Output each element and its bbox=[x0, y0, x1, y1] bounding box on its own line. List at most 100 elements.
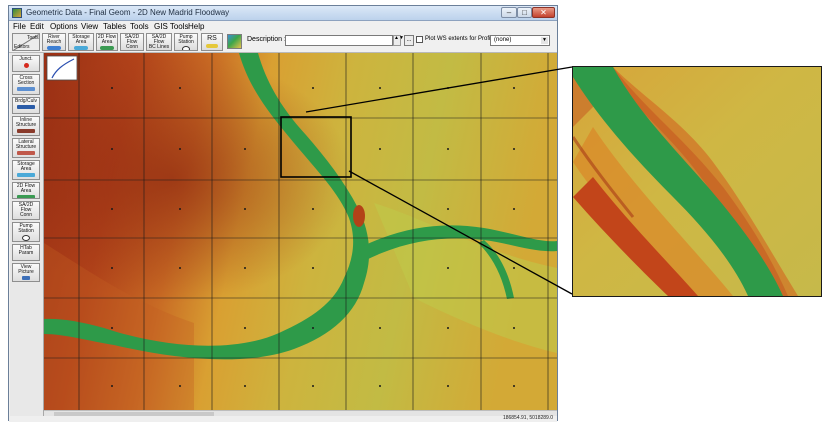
cursor-coordinates: 186854.91, 5018289.0 bbox=[502, 415, 553, 421]
2d-flow-area-side-icon bbox=[17, 195, 35, 198]
bridge-culvert-icon bbox=[17, 105, 35, 109]
zoomed-terrain bbox=[573, 67, 821, 296]
zoomed-bank-right bbox=[603, 67, 798, 296]
window-title: Geometric Data - Final Geom - 2D New Mad… bbox=[26, 8, 230, 17]
htab-param-label: HTab Param bbox=[18, 245, 34, 256]
view-picture-icon bbox=[22, 276, 30, 280]
menu-tools[interactable]: Tools bbox=[130, 22, 149, 31]
storage-area-icon bbox=[74, 46, 88, 50]
sa-2d-connection-side-icon bbox=[17, 219, 35, 220]
sa-2d-connection-side-label: SA/2D Flow Conn bbox=[18, 202, 34, 218]
2d-flow-area-button[interactable]: 2D Flow Area bbox=[96, 33, 118, 51]
menu-view[interactable]: View bbox=[81, 22, 99, 31]
storage-area-side-button[interactable]: Storage Area bbox=[12, 160, 40, 180]
overview-river-line bbox=[51, 58, 75, 79]
junction-button[interactable]: Junct. bbox=[12, 55, 40, 72]
scrollbar-thumb[interactable] bbox=[54, 412, 214, 416]
menu-file[interactable]: File bbox=[13, 22, 26, 31]
storage-area-button[interactable]: Storage Area bbox=[68, 33, 94, 51]
sa-2d-connection-button[interactable]: SA/2D Flow Conn bbox=[120, 33, 144, 51]
storage-area-label: Storage Area bbox=[72, 34, 90, 45]
minimize-button[interactable]: – bbox=[501, 7, 517, 18]
description-input[interactable] bbox=[285, 35, 393, 46]
river-reach-button[interactable]: River Reach bbox=[42, 33, 66, 51]
sa-2d-connection-side-button[interactable]: SA/2D Flow Conn bbox=[12, 201, 40, 220]
inline-structure-icon bbox=[17, 129, 35, 133]
menu-edit[interactable]: Edit bbox=[30, 22, 44, 31]
lateral-structure-button[interactable]: Lateral Structure bbox=[12, 138, 40, 158]
status-bar: 186854.91, 5018289.0 bbox=[9, 415, 557, 422]
pump-station-side-icon bbox=[22, 235, 30, 241]
inline-structure-label: Inline Structure bbox=[15, 117, 37, 128]
zoom-extent-box bbox=[280, 116, 352, 178]
horizontal-scrollbar[interactable] bbox=[44, 410, 557, 417]
description-ellipsis-button[interactable]: ... bbox=[404, 35, 414, 46]
lateral-structure-label: Lateral Structure bbox=[15, 139, 37, 150]
terrain-map bbox=[44, 53, 557, 410]
menu-bar: File Edit Options View Tables Tools GIS … bbox=[9, 21, 557, 32]
sa-2d-connection-label: SA/2D Flow Conn bbox=[124, 34, 140, 50]
inline-structure-button[interactable]: Inline Structure bbox=[12, 116, 40, 136]
title-bar[interactable]: Geometric Data - Final Geom - 2D New Mad… bbox=[9, 6, 557, 21]
htab-param-button[interactable]: HTab Param bbox=[12, 244, 40, 261]
profile-select[interactable]: (none) ▼ bbox=[490, 35, 550, 46]
profile-value: (none) bbox=[494, 37, 512, 43]
rs-label: RS bbox=[207, 35, 217, 42]
pump-station-label: Pump Station bbox=[178, 34, 194, 45]
river-reach-icon bbox=[47, 46, 61, 50]
map-layers-icon[interactable] bbox=[227, 34, 242, 49]
hec-ras-app-icon bbox=[12, 8, 22, 18]
chevron-down-icon: ▼ bbox=[541, 37, 548, 44]
pump-station-button[interactable]: Pump Station bbox=[174, 33, 198, 51]
cross-section-label: Cross Section bbox=[17, 75, 35, 86]
editors-tools-selector[interactable]: Tools Editors bbox=[12, 33, 40, 51]
menu-gis-tools[interactable]: GIS Tools bbox=[154, 22, 189, 31]
rs-icon bbox=[206, 44, 218, 48]
menu-help[interactable]: Help bbox=[188, 22, 205, 31]
bc-lines-button[interactable]: SA/2D Flow BC Lines bbox=[146, 33, 172, 51]
zoomed-detail-panel bbox=[572, 66, 822, 297]
geometry-map-canvas[interactable] bbox=[44, 53, 557, 410]
junction-label: Junct. bbox=[19, 56, 33, 62]
zoomed-river-channel bbox=[573, 67, 783, 296]
pump-station-side-button[interactable]: Pump Station bbox=[12, 222, 40, 242]
description-label: Description : bbox=[247, 36, 286, 43]
plot-ws-extents-checkbox[interactable] bbox=[416, 36, 423, 43]
river-reach-label: River Reach bbox=[46, 34, 62, 45]
cross-section-button[interactable]: Cross Section bbox=[12, 74, 40, 95]
close-button[interactable]: ✕ bbox=[532, 7, 555, 18]
lateral-structure-icon bbox=[17, 151, 35, 155]
plot-ws-extents-label: Plot WS extents for Profile: bbox=[425, 36, 497, 42]
tools-label: Tools bbox=[27, 35, 39, 41]
zoomed-levee-line bbox=[573, 136, 635, 218]
zoomed-bank-left-dark bbox=[573, 177, 698, 296]
junction-icon bbox=[23, 63, 29, 68]
menu-options[interactable]: Options bbox=[50, 22, 78, 31]
maximize-button[interactable]: □ bbox=[517, 7, 532, 18]
rs-button[interactable]: RS bbox=[201, 33, 223, 51]
river-island bbox=[353, 205, 365, 227]
editors-label: Editors bbox=[14, 44, 30, 50]
bc-lines-label: SA/2D Flow BC Lines bbox=[148, 34, 170, 50]
geometric-data-window: Geometric Data - Final Geom - 2D New Mad… bbox=[8, 5, 558, 422]
2d-flow-area-side-label: 2D Flow Area bbox=[16, 183, 36, 194]
river-channel bbox=[44, 53, 370, 360]
bridge-culvert-button[interactable]: Brdg/Culv bbox=[12, 97, 40, 114]
view-picture-button[interactable]: View Picture bbox=[12, 263, 40, 282]
2d-flow-area-icon bbox=[100, 46, 114, 50]
2d-flow-area-label: 2D Flow Area bbox=[97, 34, 117, 45]
editor-side-panel: Junct. Cross Section Brdg/Culv Inline St… bbox=[10, 53, 44, 421]
toolbar: Tools Editors River Reach Storage Area 2… bbox=[9, 32, 557, 53]
grid-horizontal-lines bbox=[44, 117, 557, 359]
menu-tables[interactable]: Tables bbox=[103, 22, 127, 31]
lowland-zone bbox=[44, 243, 194, 410]
storage-area-side-label: Storage Area bbox=[17, 161, 35, 172]
bridge-culvert-label: Brdg/Culv bbox=[15, 98, 37, 104]
description-spin-button[interactable]: ▲▼ bbox=[393, 35, 404, 46]
2d-flow-area-side-button[interactable]: 2D Flow Area bbox=[12, 182, 40, 199]
pump-station-side-label: Pump Station bbox=[18, 223, 34, 234]
zoomed-bank-left bbox=[573, 127, 733, 296]
storage-area-side-icon bbox=[17, 173, 35, 177]
pump-station-icon bbox=[182, 46, 190, 50]
view-picture-label: View Picture bbox=[18, 264, 34, 275]
